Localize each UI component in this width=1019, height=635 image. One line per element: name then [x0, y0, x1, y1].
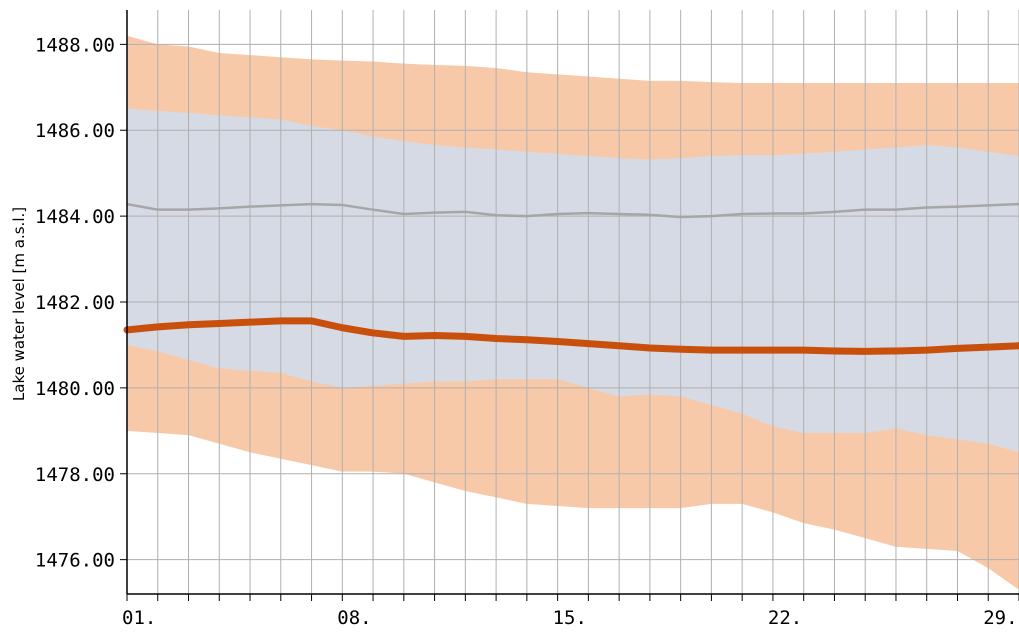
x-tick-label: 08.: [337, 607, 371, 629]
grid-lines: [126, 10, 1019, 594]
x-tick-label: 29.: [983, 607, 1017, 629]
y-tick-label: 1478.00: [35, 464, 115, 486]
y-tick-label: 1482.00: [35, 292, 115, 314]
y-axis-label: Lake water level [m a.s.l.]: [10, 207, 28, 401]
range-bands: [127, 35, 1019, 590]
x-tick-label: 01.: [122, 607, 156, 629]
tick-labels: 1476.00 1478.00 1480.00 1482.00 1484.00 1486.…: [35, 34, 1018, 629]
x-tick-label: 15.: [553, 607, 587, 629]
series-lines: [123, 202, 1019, 355]
x-tick-label: 22.: [768, 607, 802, 629]
y-tick-label: 1484.00: [35, 206, 115, 228]
axes: [120, 10, 1019, 601]
median-line: [126, 202, 1019, 219]
inner-range-band: [127, 108, 1019, 453]
y-tick-label: 1480.00: [35, 378, 115, 400]
y-tick-label: 1476.00: [35, 550, 115, 572]
y-tick-label: 1488.00: [35, 34, 115, 56]
current-level-line: [123, 317, 1019, 355]
y-tick-label: 1486.00: [35, 120, 115, 142]
